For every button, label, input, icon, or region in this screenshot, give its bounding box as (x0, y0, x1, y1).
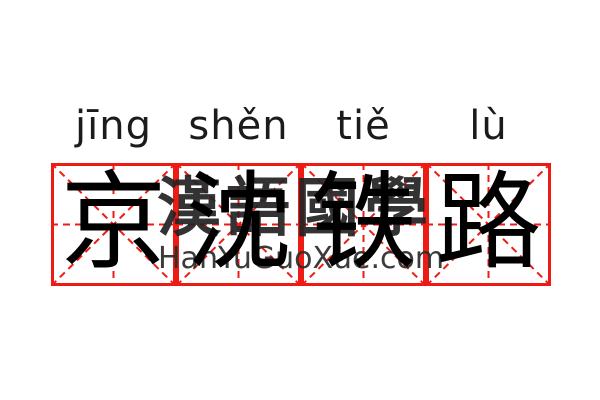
watermark-cjk-text: 漢語國學 (157, 173, 433, 244)
tianzige-grid: 京 沈 铁 (51, 163, 551, 286)
hanzi-character-4: 路 (435, 165, 542, 282)
hanzi-character-2: 沈 (185, 165, 292, 282)
tianzige-grid-lines-icon (426, 163, 551, 286)
hanzi-character-3: 铁 (310, 165, 417, 282)
pinyin-row: jīng shěn tiě lù (51, 100, 551, 152)
tianzige-cell-2: 沈 (176, 163, 301, 286)
watermark-site-text: HanYuGuoXue.com (158, 241, 445, 276)
tianzige-grid-lines-icon (301, 163, 426, 286)
hanzi-character-1: 京 (60, 165, 167, 282)
pinyin-syllable-2: shěn (188, 103, 289, 149)
tianzige-cell-3: 铁 (301, 163, 426, 286)
pinyin-syllable-3: tiě (336, 103, 391, 149)
tianzige-grid-lines-icon (176, 163, 301, 286)
pinyin-syllable-4: lù (469, 103, 508, 149)
tianzige-cell-4: 路 (426, 163, 551, 286)
tianzige-grid-lines-icon (51, 163, 176, 286)
pinyin-syllable-1: jīng (75, 103, 152, 149)
tianzige-cell-1: 京 (51, 163, 176, 286)
